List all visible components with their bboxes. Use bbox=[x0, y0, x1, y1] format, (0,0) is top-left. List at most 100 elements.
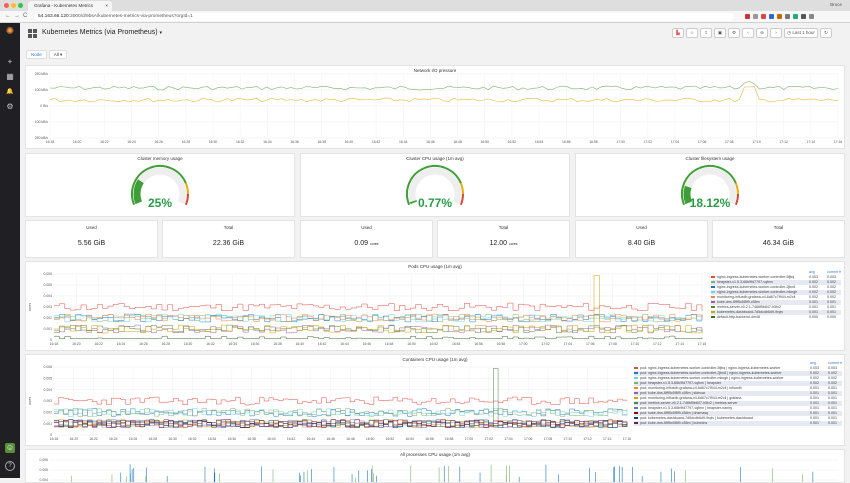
legend-item[interactable]: pod: metrics-server-v0.2.1-7486f5b847-h5… bbox=[634, 401, 842, 406]
star-icon[interactable]: ☆ bbox=[686, 28, 698, 38]
close-window-button[interactable] bbox=[4, 3, 9, 8]
legend-item[interactable]: pod: monitoring-influxdb-grafana-v4-6d67… bbox=[634, 396, 842, 401]
containers-cpu-graph: 0.006 0.005 0.004 0.003 0.002 0.001 016:18 16:2… bbox=[28, 365, 631, 441]
legend-swatch bbox=[634, 417, 638, 419]
legend-item[interactable]: pod: kubernetes-dashboard-7d5dcdb6d9-9rq… bbox=[634, 416, 842, 421]
extension-icon[interactable] bbox=[745, 14, 750, 19]
extension-icon[interactable] bbox=[793, 14, 798, 19]
tab-close-icon[interactable]: × bbox=[105, 3, 108, 8]
refresh-icon[interactable]: ↻ bbox=[820, 28, 832, 38]
maximize-window-button[interactable] bbox=[18, 3, 23, 8]
x-tick-label: 16:44 bbox=[340, 342, 349, 346]
legend-item[interactable]: kube-dns-6fff5c5f8f9-c58m 0.001 0.001 bbox=[711, 300, 841, 305]
node-variable-select[interactable]: All ▾ bbox=[48, 50, 68, 59]
browser-tab[interactable]: Grafana - Kubernetes Metrics × bbox=[28, 1, 112, 11]
dashboard-title[interactable]: Kubernetes Metrics (via Prometheus) ▾ bbox=[42, 29, 163, 36]
graph-add-icon[interactable]: ▙ bbox=[672, 28, 684, 38]
reload-icon[interactable]: C bbox=[23, 13, 28, 19]
dashboards-icon[interactable]: ▦ bbox=[6, 72, 14, 81]
cpu-gauge bbox=[406, 165, 464, 206]
legend-item[interactable]: pod: kube-dns-6fff5c5f8f9-c58m | dnsmasq… bbox=[634, 411, 842, 416]
time-picker[interactable]: ◷ Last 1 hour bbox=[784, 28, 818, 38]
legend-item[interactable]: monitoring-influxdb-grafana-v4-6d67c7f94… bbox=[711, 295, 841, 300]
panel-title[interactable]: Pods CPU usage (1m avg) bbox=[408, 264, 462, 269]
extension-icon[interactable] bbox=[769, 14, 774, 19]
extension-icon[interactable] bbox=[761, 14, 766, 19]
gear-icon[interactable]: ⚙ bbox=[6, 102, 14, 111]
legend-item[interactable]: kubernetes-dashboard-7d5dcdb6d9-9rqtv 0.0… bbox=[711, 310, 841, 315]
address-bar[interactable]: 54.163.66.120:3000/d/9bsA/kubernetes-met… bbox=[34, 13, 734, 21]
x-tick-label: 17:08 bbox=[608, 342, 617, 346]
user-avatar-icon[interactable]: ☺ bbox=[5, 443, 15, 453]
legend-label: nginx-ingress-kubernetes-worker-controll… bbox=[717, 285, 796, 289]
legend-item[interactable]: heapster-v1.5.3-66b9fd7797-vqfmn 0.002 0.0… bbox=[711, 280, 841, 285]
x-tick-label: 16:56 bbox=[562, 140, 571, 144]
legend-item[interactable]: metrics-server-v0.2.1-7486f5b847-h5tv2 0.… bbox=[711, 305, 841, 310]
legend-header-avg[interactable]: avg bbox=[809, 270, 815, 274]
extension-icon[interactable] bbox=[809, 14, 814, 19]
legend-item[interactable]: pod: kube-dns-6fff5c5f8f9-c58m | sidecar… bbox=[634, 391, 842, 396]
legend-item[interactable]: pod: monitoring-influxdb-grafana-v4-6d67… bbox=[634, 386, 842, 391]
save-icon[interactable]: ▣ bbox=[714, 28, 726, 38]
legend-item[interactable]: nginx-ingress-kubernetes-worker-controll… bbox=[711, 285, 841, 290]
y-axis-label: cores bbox=[28, 397, 32, 406]
x-tick-label: 17:16 bbox=[698, 342, 706, 346]
extension-icon[interactable] bbox=[785, 14, 790, 19]
x-tick-label: 16:50 bbox=[366, 437, 375, 441]
settings-icon[interactable]: ⚙ bbox=[728, 28, 740, 38]
grafana-logo-icon[interactable]: ✺ bbox=[5, 26, 15, 37]
x-tick-label: 17:08 bbox=[725, 140, 734, 144]
help-icon[interactable]: ? bbox=[5, 461, 15, 471]
legend-label: heapster-v1.5.3-66b9fd7797-vqfmn bbox=[717, 280, 774, 284]
legend-header-current[interactable]: current ▾ bbox=[827, 270, 841, 274]
legend-item[interactable]: nginx-ingress-kubernetes-worker-controll… bbox=[711, 290, 841, 295]
gauge-value-arc bbox=[683, 185, 693, 205]
x-tick-label: 16:32 bbox=[188, 437, 197, 441]
panel-title[interactable]: Cluster memory usage bbox=[137, 156, 183, 161]
legend-swatch bbox=[634, 372, 638, 374]
extension-icon[interactable] bbox=[753, 14, 758, 19]
extension-icon[interactable] bbox=[801, 14, 806, 19]
browser-profile[interactable]: Bruce bbox=[830, 2, 842, 7]
y-tick-label: 0.005 bbox=[44, 377, 53, 381]
x-tick-label: 16:54 bbox=[405, 437, 414, 441]
panel-title[interactable]: All processes CPU usage (1m avg) bbox=[399, 452, 471, 457]
legend-item[interactable]: pod: kube-dns-6fff5c5f8f9-c58m | kubedns… bbox=[634, 421, 842, 426]
zoom-forward-icon[interactable]: › bbox=[770, 28, 782, 38]
minimize-window-button[interactable] bbox=[11, 3, 16, 8]
panel-title[interactable]: Containers CPU usage (1m avg) bbox=[402, 357, 468, 362]
containers-cpu-legend: avg current ▾ pod: nginx-ingress-kubernete… bbox=[634, 361, 842, 426]
zoom-out-icon[interactable]: ⊖ bbox=[756, 28, 768, 38]
legend-label: pod: kube-dns-6fff5c5f8f9-c58m | dnsmasq bbox=[640, 411, 709, 415]
legend-avg: 0.001 bbox=[809, 310, 818, 314]
zoom-back-icon[interactable]: ‹ bbox=[742, 28, 754, 38]
share-icon[interactable]: ⇪ bbox=[700, 28, 712, 38]
x-tick-label: 16:40 bbox=[296, 342, 305, 346]
forward-icon[interactable]: → bbox=[14, 13, 20, 19]
y-tick-label: 0.006 bbox=[44, 272, 53, 276]
legend-item[interactable]: pod: nginx-ingress-kubernetes-worker-con… bbox=[634, 376, 842, 381]
legend-label: pod: kube-dns-6fff5c5f8f9-c58m | sidecar bbox=[640, 391, 706, 395]
legend-item[interactable]: default-http-backend-4m48 0.000 0.000 bbox=[711, 315, 841, 320]
x-tick-label: 16:22 bbox=[89, 437, 98, 441]
x-tick-label: 17:14 bbox=[807, 140, 816, 144]
legend-item[interactable]: nginx-ingress-kubernetes-worker-controll… bbox=[711, 275, 841, 280]
x-tick-label: 17:14 bbox=[675, 342, 684, 346]
legend-item[interactable]: pod: heapster-v1.5.3-66b9fd7797-vqfmn | … bbox=[634, 406, 842, 411]
legend-swatch bbox=[711, 281, 715, 283]
legend-item[interactable]: pod: nginx-ingress-kubernetes-worker-con… bbox=[634, 366, 842, 371]
x-tick-label: 17:16 bbox=[834, 140, 843, 144]
bell-icon[interactable]: 🔔 bbox=[6, 89, 14, 95]
panel-title[interactable]: Cluster filesystem usage bbox=[685, 156, 735, 161]
x-tick-label: 16:20 bbox=[70, 437, 79, 441]
plus-icon[interactable]: + bbox=[7, 57, 13, 66]
gauge-threshold-arc bbox=[184, 193, 189, 206]
panel-title[interactable]: Cluster CPU usage (1m avg) bbox=[406, 156, 464, 161]
panel-title[interactable]: Network I/O pressure bbox=[413, 68, 457, 73]
legend-item[interactable]: pod: heapster-v1.5.3-66b9fd7797-vqfmn | … bbox=[634, 381, 842, 386]
legend-header-current[interactable]: current ▾ bbox=[828, 361, 842, 365]
legend-item[interactable]: pod: nginx-ingress-kubernetes-worker-con… bbox=[634, 371, 842, 376]
extension-icon[interactable] bbox=[777, 14, 782, 19]
back-icon[interactable]: ← bbox=[5, 13, 11, 19]
legend-header-avg[interactable]: avg bbox=[810, 361, 816, 365]
